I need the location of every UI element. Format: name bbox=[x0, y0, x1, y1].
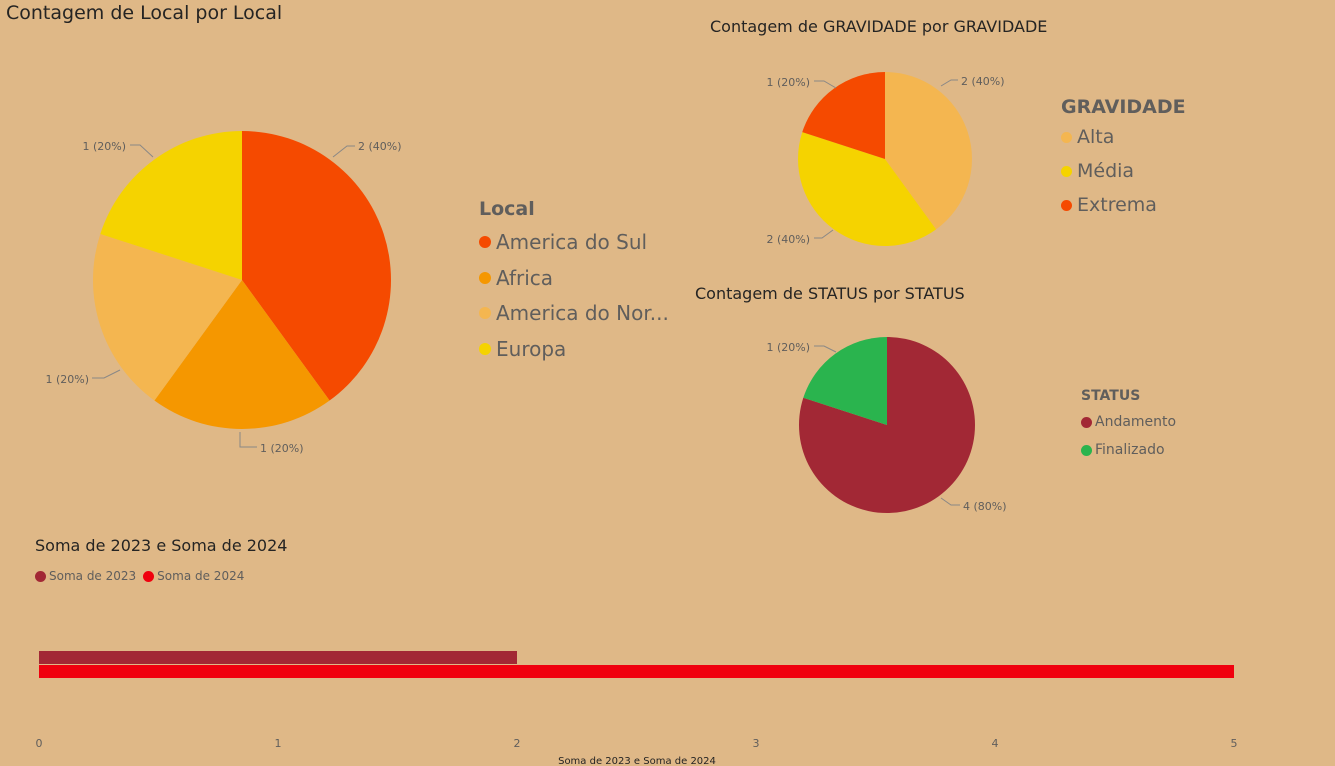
bar-soma-de-2023[interactable] bbox=[39, 651, 517, 664]
legend-label: Africa bbox=[496, 265, 554, 290]
status-legend-title: STATUS bbox=[1081, 388, 1141, 404]
legend-dot bbox=[1061, 131, 1072, 143]
legend-item-europa[interactable]: Europa bbox=[479, 331, 669, 367]
legend-dot bbox=[479, 271, 491, 284]
bar-soma-de-2024[interactable] bbox=[39, 665, 1234, 678]
local-legend-title: Local bbox=[479, 198, 535, 220]
legend-label: Soma de 2023 bbox=[49, 569, 137, 583]
gravidade-leader-line bbox=[814, 80, 837, 89]
local-data-label: 2 (40%) bbox=[358, 140, 402, 153]
legend-dot bbox=[1061, 199, 1072, 211]
gravidade-legend-title: GRAVIDADE bbox=[1061, 96, 1186, 118]
legend-item-soma-2023[interactable]: Soma de 2023 bbox=[35, 569, 136, 583]
local-data-label: 1 (20%) bbox=[82, 140, 126, 153]
gravidade-slice-extrema[interactable] bbox=[802, 72, 885, 159]
gravidade-data-label: 1 (20%) bbox=[766, 76, 810, 89]
bar-chart-title: Soma de 2023 e Soma de 2024 bbox=[35, 536, 288, 555]
gravidade-data-label: 2 (40%) bbox=[766, 233, 810, 246]
legend-label: Finalizado bbox=[1095, 442, 1165, 458]
local-data-label: 1 (20%) bbox=[45, 373, 89, 386]
legend-dot bbox=[479, 235, 491, 248]
gravidade-leader-line bbox=[940, 79, 958, 87]
status-leader-line bbox=[814, 345, 837, 353]
legend-label: Alta bbox=[1077, 126, 1115, 148]
gravidade-legend: GRAVIDADE Alta Média Extrema bbox=[1061, 96, 1186, 222]
x-tick-label: 3 bbox=[753, 737, 760, 750]
legend-item-media[interactable]: Média bbox=[1061, 154, 1186, 188]
gravidade-leader-line bbox=[814, 229, 834, 239]
gravidade-slice-alta[interactable] bbox=[885, 72, 973, 230]
local-slice-africa[interactable] bbox=[154, 280, 330, 429]
legend-label: Soma de 2024 bbox=[157, 569, 245, 583]
legend-dot bbox=[143, 570, 155, 582]
gravidade-data-label: 2 (40%) bbox=[961, 75, 1005, 88]
gravidade-slice-media[interactable] bbox=[797, 132, 937, 247]
legend-item-andamento[interactable]: Andamento bbox=[1081, 408, 1176, 436]
local-leader-line bbox=[239, 432, 257, 448]
legend-label: America do Sul bbox=[496, 229, 648, 254]
legend-item-america-do-sul[interactable]: America do Sul bbox=[479, 224, 669, 260]
legend-dot bbox=[479, 342, 491, 355]
x-axis-title: Soma de 2023 e Soma de 2024 bbox=[558, 756, 716, 766]
legend-dot bbox=[1081, 416, 1092, 428]
status-chart-title: Contagem de STATUS por STATUS bbox=[695, 284, 965, 303]
legend-dot bbox=[479, 307, 491, 320]
legend-item-extrema[interactable]: Extrema bbox=[1061, 188, 1186, 222]
local-leader-line bbox=[130, 144, 154, 158]
local-leader-line bbox=[92, 369, 121, 379]
legend-label: Andamento bbox=[1095, 414, 1177, 430]
gravidade-chart-title: Contagem de GRAVIDADE por GRAVIDADE bbox=[710, 17, 1048, 36]
legend-dot bbox=[35, 570, 46, 582]
status-data-label: 4 (80%) bbox=[963, 500, 1007, 513]
local-chart-title: Contagem de Local por Local bbox=[6, 2, 283, 24]
local-slice-america-do-sul[interactable] bbox=[242, 131, 391, 401]
x-tick-label: 5 bbox=[1231, 737, 1238, 750]
legend-label: Extrema bbox=[1077, 194, 1157, 216]
local-legend: Local America do Sul Africa America do N… bbox=[479, 198, 669, 367]
x-tick-label: 2 bbox=[514, 737, 521, 750]
status-data-label: 1 (20%) bbox=[766, 341, 810, 354]
status-slice-finalizado[interactable] bbox=[803, 337, 887, 425]
legend-item-africa[interactable]: Africa bbox=[479, 260, 669, 296]
legend-dot bbox=[1061, 165, 1072, 177]
legend-label: Média bbox=[1077, 160, 1135, 182]
legend-item-america-do-norte[interactable]: America do Nor... bbox=[479, 295, 669, 331]
status-legend: STATUS Andamento Finalizado bbox=[1081, 388, 1176, 464]
legend-item-finalizado[interactable]: Finalizado bbox=[1081, 436, 1176, 464]
bar-legend: Soma de 2023 Soma de 2024 bbox=[35, 569, 251, 583]
legend-item-alta[interactable]: Alta bbox=[1061, 120, 1186, 154]
x-tick-label: 1 bbox=[275, 737, 282, 750]
local-slice-europa[interactable] bbox=[100, 131, 243, 280]
legend-label: Europa bbox=[496, 336, 567, 361]
local-leader-line bbox=[332, 145, 355, 158]
x-tick-label: 0 bbox=[36, 737, 43, 750]
legend-dot bbox=[1081, 444, 1092, 456]
status-leader-line bbox=[940, 497, 960, 506]
local-data-label: 1 (20%) bbox=[260, 442, 304, 455]
local-slice-america-do-norte[interactable] bbox=[93, 233, 243, 401]
legend-item-soma-2024[interactable]: Soma de 2024 bbox=[143, 569, 244, 583]
status-slice-andamento[interactable] bbox=[798, 337, 975, 514]
legend-label: America do Nor... bbox=[496, 301, 669, 326]
x-tick-label: 4 bbox=[992, 737, 999, 750]
